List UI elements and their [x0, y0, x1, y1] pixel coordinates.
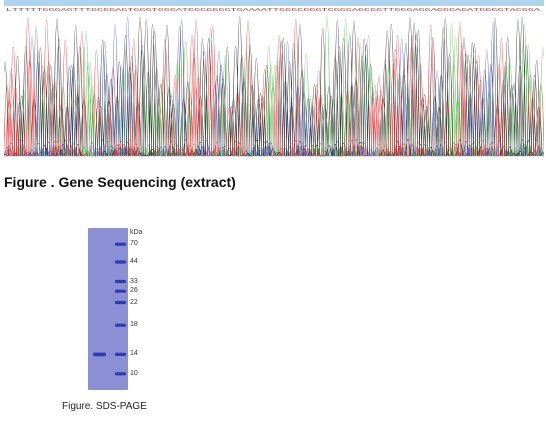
kda-unit-label: kDa [130, 229, 143, 236]
marker-label: 22 [130, 298, 138, 306]
chromatogram-header-bar [4, 0, 544, 6]
marker-label: 26 [130, 287, 138, 295]
marker-band [115, 279, 126, 284]
sample-band [93, 352, 106, 357]
marker-label: 18 [130, 321, 138, 329]
marker-band [115, 300, 126, 305]
marker-band [115, 323, 126, 327]
marker-label: 33 [130, 277, 138, 285]
marker-label: 44 [130, 258, 138, 265]
sds-page-figure-caption: Figure. SDS-PAGE [62, 401, 147, 412]
sequencing-chromatogram: LTTTTTGGGAGTTTGCGGAGTGGGTGGGATGGCGGGGTGA… [4, 0, 544, 160]
marker-label: 14 [130, 350, 138, 358]
sequencing-figure-caption: Figure . Gene Sequencing (extract) [4, 174, 236, 190]
marker-band [115, 352, 126, 356]
marker-band [115, 372, 126, 376]
sds-page-gel-panel: kDa 70 44 33 26 22 18 14 10 [88, 228, 162, 390]
sds-page-gel [88, 228, 128, 390]
marker-band [115, 260, 126, 264]
trace-peaks [4, 15, 544, 157]
base-call-sequence: LTTTTTGGGAGTTTGCGGAGTGGGTGGGATGGCGGGGTGA… [6, 8, 541, 13]
marker-label: 70 [130, 240, 138, 248]
gel-background [88, 228, 128, 390]
trace-c [4, 16, 542, 157]
marker-band [115, 242, 126, 246]
marker-label: 10 [130, 369, 138, 377]
marker-band [115, 289, 126, 293]
